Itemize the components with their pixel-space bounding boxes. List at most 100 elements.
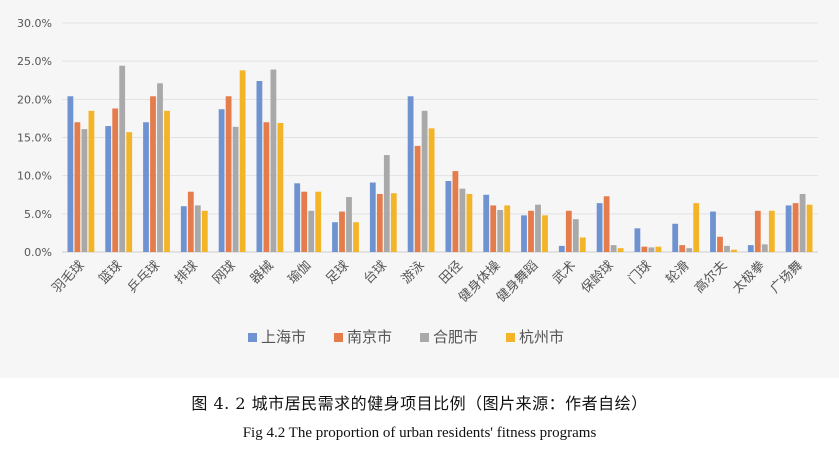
- bar: [105, 126, 112, 252]
- bar: [119, 65, 126, 252]
- bar: [785, 205, 792, 252]
- bar: [542, 215, 548, 252]
- bar: [504, 205, 511, 252]
- x-category-label: 台球: [361, 258, 390, 287]
- bar: [194, 205, 201, 252]
- x-category-label: 武术: [550, 258, 579, 287]
- bar: [88, 110, 95, 253]
- y-axis-ticks: 0.0% 5.0% 10.0% 15.0% 20.0% 25.0% 30.0%: [17, 17, 52, 259]
- y-tick-label: 0.0%: [24, 246, 52, 259]
- category-labels: 羽毛球 篮球 乒乓球 排球 网球 器械 瑜伽 足球 台球 游泳 田径健身体操健身舞蹈 武术 保龄球 门球轮…: [50, 258, 806, 306]
- figure-caption-chinese: 图 4. 2 城市居民需求的健身项目比例（图片来源：作者自绘）: [191, 394, 648, 413]
- bar: [565, 210, 572, 252]
- legend-label: 南京市: [347, 328, 392, 346]
- chart-panel: 0.0% 5.0% 10.0% 15.0% 20.0% 25.0% 30.0% 羽毛球 篮球乒…: [17, 17, 818, 346]
- bar: [768, 210, 775, 252]
- bar: [180, 206, 187, 252]
- bar: [225, 96, 232, 252]
- bar: [256, 81, 263, 252]
- bar: [407, 96, 414, 252]
- bar: [239, 70, 246, 253]
- bar: [596, 203, 603, 252]
- bar: [535, 204, 541, 252]
- legend-swatch: [334, 333, 343, 342]
- bar: [483, 194, 490, 252]
- legend: 上海市 南京市 合肥市 杭州市: [248, 328, 564, 346]
- figure-caption-english: Fig 4.2 The proportion of urban resident…: [242, 425, 597, 441]
- bar: [655, 246, 662, 252]
- bar: [143, 122, 149, 252]
- bar: [157, 83, 163, 252]
- bar: [150, 96, 156, 252]
- bar: [617, 248, 624, 252]
- bar: [459, 188, 466, 252]
- bar: [672, 223, 679, 252]
- bar: [466, 193, 473, 252]
- bar: [277, 122, 284, 252]
- legend-swatch: [420, 333, 429, 342]
- bar: [201, 210, 208, 252]
- bar: [528, 210, 534, 252]
- bar: [693, 203, 700, 252]
- gridlines: [62, 22, 818, 253]
- y-tick-label: 15.0%: [17, 132, 52, 145]
- bar: [634, 228, 641, 252]
- bar: [218, 109, 225, 252]
- bar: [339, 211, 345, 252]
- bar: [74, 122, 81, 252]
- x-category-label: 排球: [172, 258, 201, 287]
- y-tick-label: 5.0%: [24, 208, 52, 221]
- bar: [445, 181, 452, 252]
- bar: [390, 193, 397, 252]
- bar: [761, 244, 768, 252]
- legend-label: 杭州市: [519, 328, 564, 346]
- bar-chart: 0.0% 5.0% 10.0% 15.0% 20.0% 25.0% 30.0% 羽毛球 篮球乒…: [17, 17, 818, 346]
- x-category-label: 轮滑: [664, 258, 693, 287]
- bar: [346, 197, 352, 252]
- x-category-label: 网球: [210, 258, 239, 287]
- legend-swatch: [248, 333, 257, 342]
- bar: [428, 128, 435, 252]
- bar: [414, 145, 421, 252]
- bar: [315, 191, 322, 252]
- bar: [572, 219, 579, 252]
- x-category-label: 高尔夫: [691, 258, 730, 297]
- bar: [383, 155, 390, 252]
- x-category-label: 足球: [323, 258, 352, 287]
- x-category-label: 羽毛球: [50, 258, 88, 296]
- bar: [679, 245, 686, 252]
- x-category-label: 广场舞: [768, 258, 806, 296]
- bar: [112, 108, 119, 252]
- bar: [376, 193, 383, 252]
- legend-swatch: [506, 333, 515, 342]
- bar: [232, 126, 239, 252]
- bar: [164, 110, 170, 253]
- x-category-label: 门球: [626, 258, 655, 287]
- bar: [747, 245, 754, 252]
- bar: [610, 245, 617, 252]
- x-category-label: 田径: [437, 258, 466, 287]
- bar: [308, 210, 315, 252]
- y-tick-label: 10.0%: [17, 170, 52, 183]
- bar: [558, 245, 565, 252]
- legend-label: 上海市: [261, 328, 306, 346]
- bar: [799, 193, 806, 252]
- bar: [67, 96, 74, 252]
- bar: [724, 245, 730, 252]
- bar: [301, 191, 308, 252]
- bar: [641, 246, 648, 252]
- x-category-label: 器械: [248, 258, 277, 287]
- bar: [521, 215, 527, 252]
- x-category-label: 太极拳: [729, 258, 768, 297]
- bar: [332, 222, 338, 252]
- x-category-label: 健身舞蹈: [493, 258, 541, 306]
- bar: [497, 210, 504, 252]
- bar: [792, 203, 799, 252]
- bar: [603, 196, 610, 252]
- y-tick-label: 30.0%: [17, 17, 52, 30]
- bar: [731, 249, 737, 252]
- x-category-label: 游泳: [399, 258, 428, 287]
- bar: [421, 110, 428, 253]
- x-category-label: 乒乓球: [125, 258, 163, 296]
- bar: [81, 129, 88, 252]
